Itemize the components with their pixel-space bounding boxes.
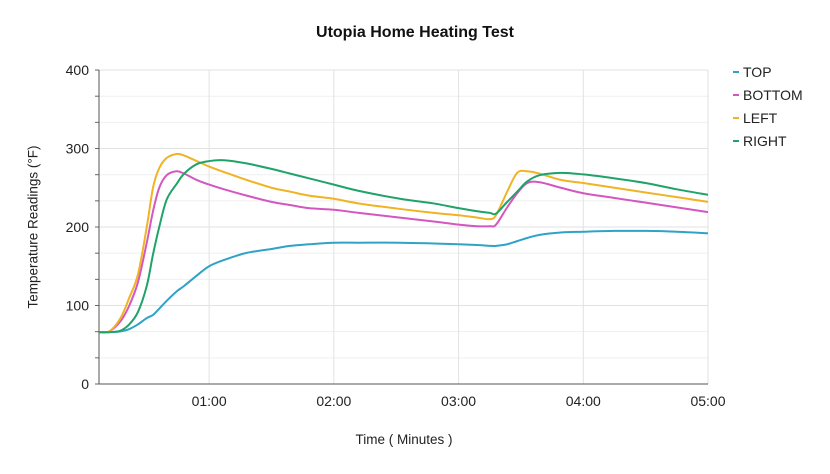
gridlines bbox=[99, 69, 709, 384]
y-tick-label: 0 bbox=[81, 376, 89, 392]
series-line-top bbox=[99, 229, 709, 334]
legend-label: LEFT bbox=[743, 109, 778, 126]
y-tick-label: 400 bbox=[66, 62, 90, 78]
x-tick-label: 04:00 bbox=[566, 393, 601, 409]
legend-item-right[interactable]: RIGHT bbox=[733, 129, 803, 152]
x-tick-label: 02:00 bbox=[316, 393, 351, 409]
x-axis-label: Time ( Minutes ) bbox=[355, 432, 453, 447]
legend-item-left[interactable]: LEFT bbox=[733, 106, 803, 129]
legend-swatch-icon bbox=[733, 139, 739, 142]
legend-swatch-icon bbox=[733, 93, 739, 96]
legend-swatch-icon bbox=[733, 116, 739, 119]
legend-label: RIGHT bbox=[743, 132, 787, 149]
chart-title: Utopia Home Heating Test bbox=[316, 24, 514, 41]
x-tick-label: 01:00 bbox=[192, 393, 227, 409]
y-tick-label: 200 bbox=[66, 219, 90, 235]
series-line-bottom bbox=[99, 170, 709, 334]
axes bbox=[95, 69, 708, 385]
legend-label: TOP bbox=[743, 63, 772, 80]
x-tick-label: 03:00 bbox=[441, 393, 476, 409]
data-series bbox=[99, 152, 709, 334]
y-tick-label: 300 bbox=[66, 141, 90, 157]
y-tick-label: 100 bbox=[66, 298, 90, 314]
legend-swatch-icon bbox=[733, 70, 739, 73]
legend: TOP BOTTOM LEFT RIGHT bbox=[733, 60, 803, 152]
x-tick-label: 05:00 bbox=[690, 393, 725, 409]
legend-item-bottom[interactable]: BOTTOM bbox=[733, 83, 803, 106]
legend-item-top[interactable]: TOP bbox=[733, 60, 803, 83]
legend-label: BOTTOM bbox=[743, 86, 803, 103]
series-line-right bbox=[99, 159, 709, 334]
tick-labels: 0 100 200 300 400 01:00 02:00 03:00 04:00 05:00 bbox=[66, 62, 726, 409]
